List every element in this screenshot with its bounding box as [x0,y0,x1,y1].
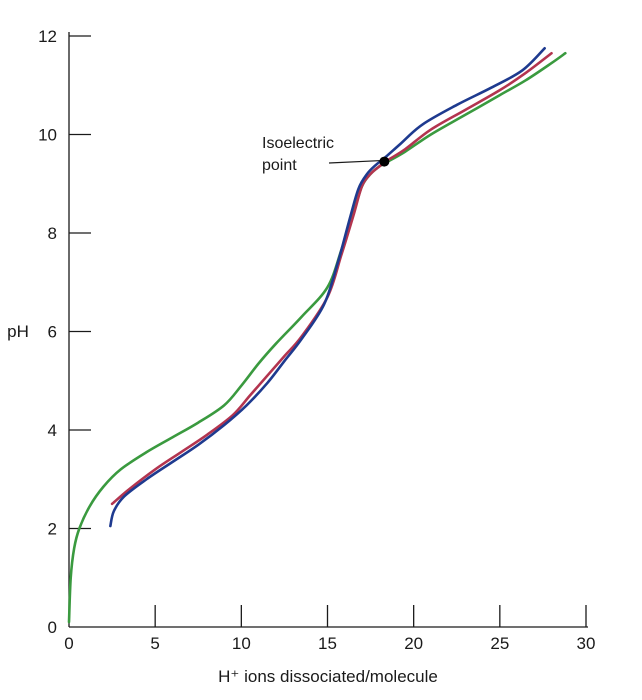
x-tick-label: 25 [490,634,509,653]
x-tick-label: 10 [232,634,251,653]
x-axis-label: H⁺ ions dissociated/molecule [218,667,438,686]
series-line-1 [67,51,567,624]
y-axis-ticks: 0 2 4 6 8 10 12 [38,27,91,637]
chart-axes [68,32,588,628]
y-tick-label: 10 [38,126,57,145]
isoelectric-point-marker [379,156,390,167]
x-tick-label: 30 [577,634,596,653]
annotation-layer: Isoelectric point [262,135,390,174]
x-tick-label: 5 [150,634,159,653]
y-tick-label: 0 [48,618,57,637]
y-tick-label: 12 [38,27,57,46]
isoelectric-label-line1: Isoelectric [262,135,334,152]
y-tick-label: 4 [48,421,57,440]
series-line-3 [109,47,546,528]
isoelectric-label-line2: point [262,157,297,174]
y-tick-label: 8 [48,224,57,243]
y-axis-label: pH [7,322,29,341]
x-axis-ticks: 0 5 10 15 20 25 30 [64,605,595,653]
series-layer [67,47,567,624]
y-tick-label: 6 [48,323,57,342]
x-tick-label: 0 [64,634,73,653]
isoelectric-leader-line [328,159,382,164]
y-tick-label: 2 [48,520,57,539]
x-tick-label: 20 [404,634,423,653]
x-tick-label: 15 [318,634,337,653]
